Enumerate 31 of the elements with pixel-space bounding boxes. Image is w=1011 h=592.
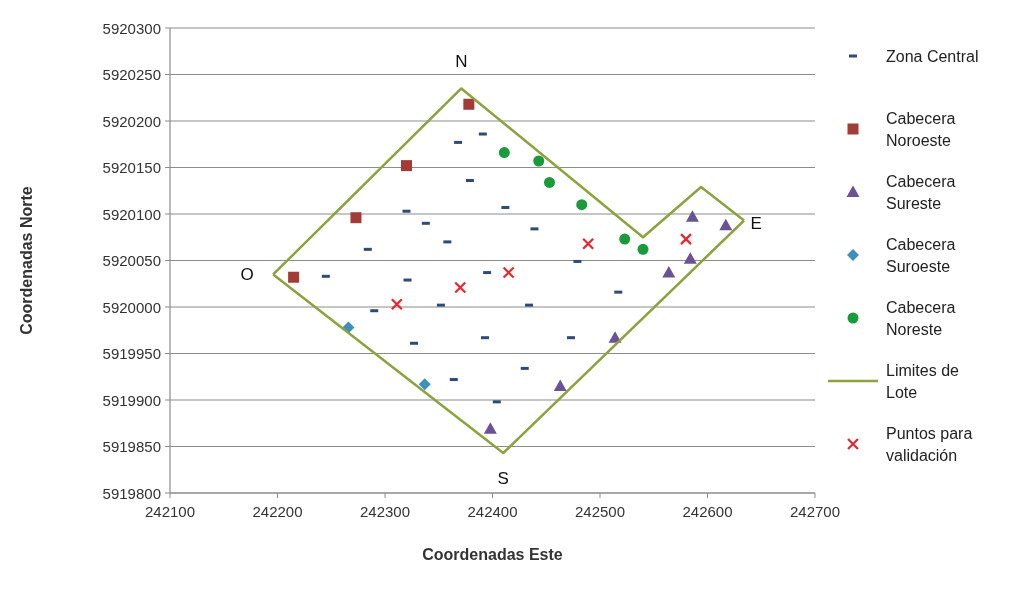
x-tick-label: 242500 bbox=[574, 502, 626, 520]
legend-label: Cabecera Noroeste bbox=[886, 109, 956, 149]
legend-label: Puntos para validación bbox=[886, 424, 973, 464]
y-tick-label: 5919850 bbox=[102, 438, 161, 455]
x-tick-label: 242200 bbox=[252, 502, 303, 520]
y-axis-title: Coordenadas Norte bbox=[17, 186, 35, 335]
annotation: S bbox=[497, 468, 509, 488]
legend-label: Zona Central bbox=[886, 47, 979, 65]
y-tick-label: 5920150 bbox=[102, 159, 161, 176]
x-tick-label: 242300 bbox=[359, 502, 411, 520]
legend-label: Cabecera Noreste bbox=[886, 298, 956, 338]
annotation: O bbox=[240, 264, 254, 284]
x-tick-label: 242700 bbox=[789, 502, 841, 520]
y-tick-label: 5920050 bbox=[102, 252, 161, 269]
y-tick-label: 5920200 bbox=[102, 112, 161, 130]
y-tick-label: 5920000 bbox=[102, 298, 161, 316]
y-tick-label: 5920100 bbox=[102, 205, 161, 223]
y-tick-label: 5920250 bbox=[102, 66, 161, 83]
y-tick-label: 5919800 bbox=[102, 484, 161, 502]
x-tick-label: 242100 bbox=[144, 502, 196, 520]
x-axis-title: Coordenadas Este bbox=[422, 546, 563, 563]
y-tick-label: 5919900 bbox=[102, 391, 161, 409]
x-tick-label: 242600 bbox=[682, 502, 733, 520]
legend-label: Limites de Lote bbox=[886, 361, 960, 401]
x-tick-label: 242400 bbox=[467, 502, 518, 520]
y-tick-label: 5920300 bbox=[102, 19, 161, 37]
annotation: E bbox=[750, 214, 762, 234]
legend-label: Cabecera Suroeste bbox=[886, 235, 956, 275]
annotation: N bbox=[455, 51, 468, 71]
legend-label: Cabecera Sureste bbox=[886, 172, 956, 212]
y-tick-label: 5919950 bbox=[102, 345, 161, 362]
